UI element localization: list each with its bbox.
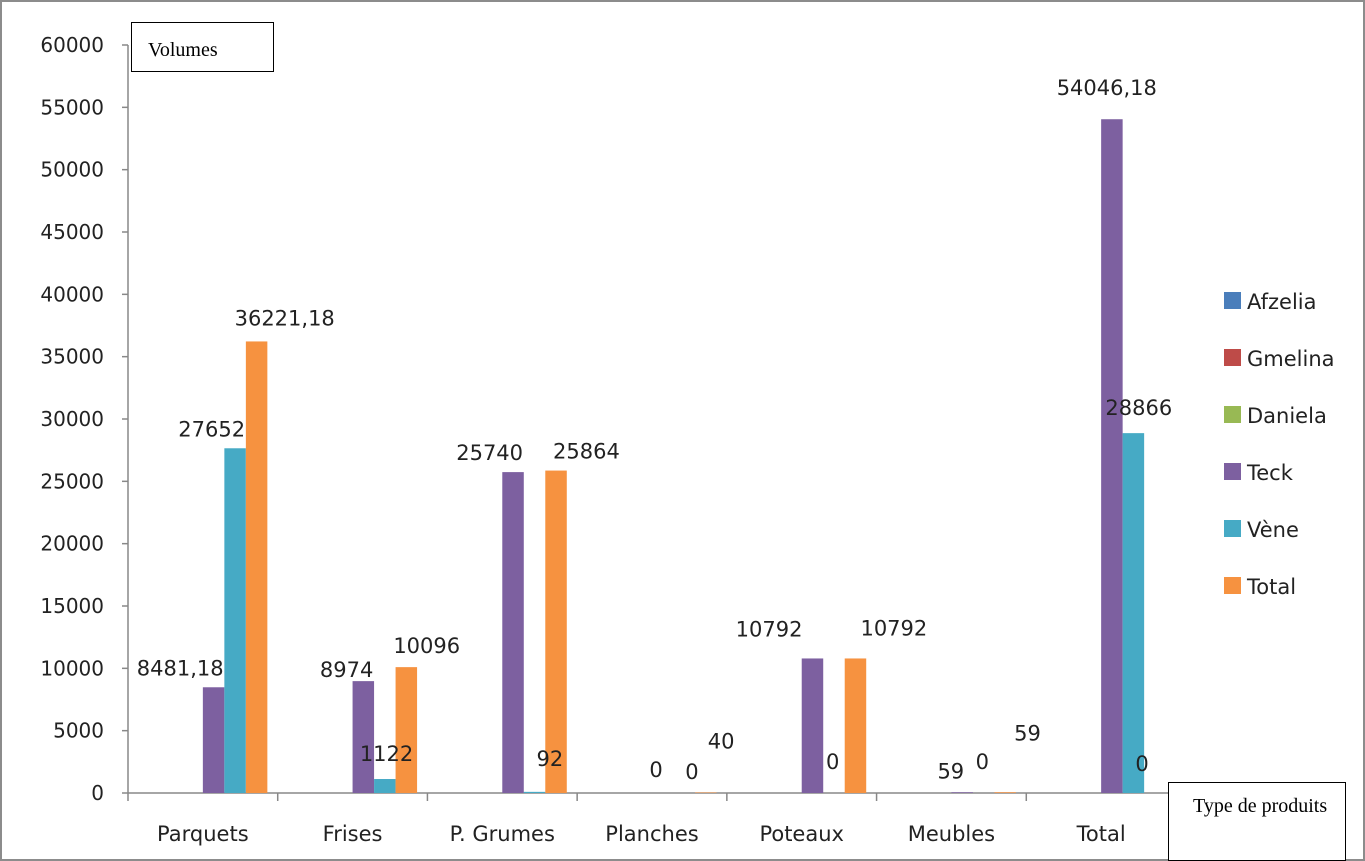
bar-teck — [1101, 119, 1123, 793]
data-label: 0 — [826, 750, 839, 774]
y-tick-label: 20000 — [40, 532, 104, 556]
legend-swatch — [1224, 577, 1241, 594]
y-tick-label: 50000 — [40, 158, 104, 182]
legend-entry: Afzelia — [1247, 290, 1317, 314]
data-label: 0 — [685, 760, 698, 784]
data-label: 40 — [708, 730, 735, 754]
x-tick-label: Parquets — [157, 822, 249, 846]
y-tick-label: 15000 — [40, 594, 104, 618]
y-tick-label: 25000 — [40, 469, 104, 493]
data-label: 59 — [1014, 721, 1041, 745]
data-label: 0 — [976, 750, 989, 774]
legend-entry: Daniela — [1247, 404, 1327, 428]
data-label: 25864 — [553, 440, 620, 464]
data-label: 8974 — [320, 658, 373, 682]
data-labels: 8481,18 27652 36221,18 8974 1122 10096 25740 92… — [137, 76, 1172, 784]
x-tick-label: Frises — [323, 822, 383, 846]
axes — [122, 44, 1177, 801]
bar-teck — [951, 792, 973, 793]
data-label: 59 — [937, 759, 964, 783]
x-tick-label: Total — [1076, 822, 1126, 846]
data-label: 25740 — [456, 441, 523, 465]
data-label: 10792 — [860, 616, 927, 640]
legend-swatch — [1224, 520, 1241, 537]
legend-swatch — [1224, 406, 1241, 423]
legend-entry: Total — [1246, 575, 1296, 599]
legend-entry: Teck — [1246, 461, 1294, 485]
data-label: 0 — [1135, 752, 1148, 776]
y-tick-label: 0 — [91, 781, 104, 805]
legend: Afzelia Gmelina Daniela Teck Vène Total — [1224, 290, 1335, 599]
y-tick-label: 60000 — [40, 33, 104, 57]
legend-entry: Vène — [1247, 518, 1299, 542]
bar-v-ne — [523, 791, 546, 793]
bar-total — [245, 341, 268, 793]
data-label: 92 — [537, 747, 564, 771]
y-tick-label: 35000 — [40, 345, 104, 369]
data-label: 1122 — [360, 742, 413, 766]
data-label: 36221,18 — [235, 306, 335, 330]
data-label: 10792 — [736, 617, 803, 641]
data-label: 8481,18 — [137, 656, 224, 680]
x-tick-label: Planches — [605, 822, 698, 846]
y-tick-label: 10000 — [40, 656, 104, 680]
legend-swatch — [1224, 349, 1241, 366]
data-label: 27652 — [178, 417, 245, 441]
y-axis-label: Volumes — [131, 22, 274, 72]
bar-teck — [352, 681, 375, 793]
legend-swatch — [1224, 463, 1241, 480]
data-label: 10096 — [393, 634, 460, 658]
y-tick-label: 45000 — [40, 220, 104, 244]
bar-teck — [502, 472, 524, 793]
y-tick-label: 30000 — [40, 407, 104, 431]
bar-teck — [202, 687, 225, 793]
bar-total — [545, 470, 567, 793]
bar-v-ne — [374, 779, 396, 793]
x-tick-labels: Parquets Frises P. Grumes Planches Poteaux Me… — [157, 822, 1126, 846]
y-tick-label: 55000 — [40, 95, 104, 119]
bars — [202, 119, 1145, 793]
legend-swatch — [1224, 292, 1241, 309]
y-tick-label: 40000 — [40, 282, 104, 306]
x-tick-label: P. Grumes — [450, 822, 555, 846]
y-tick-labels: 0 5000 10000 15000 20000 25000 30000 35000 40000… — [40, 33, 104, 805]
data-label: 54046,18 — [1057, 76, 1157, 100]
bar-teck — [801, 658, 824, 793]
bar-total — [395, 667, 418, 793]
data-label: 0 — [649, 758, 662, 782]
bar-total — [994, 792, 1016, 793]
x-tick-label: Poteaux — [759, 822, 844, 846]
x-tick-label: Meubles — [908, 822, 995, 846]
bar-v-ne — [1122, 433, 1145, 793]
y-tick-label: 5000 — [53, 719, 104, 743]
bar-v-ne — [224, 448, 246, 793]
bar-total — [844, 658, 867, 793]
legend-entry: Gmelina — [1247, 347, 1335, 371]
x-axis-label: Type de produits — [1168, 782, 1346, 861]
data-label: 28866 — [1105, 396, 1172, 420]
